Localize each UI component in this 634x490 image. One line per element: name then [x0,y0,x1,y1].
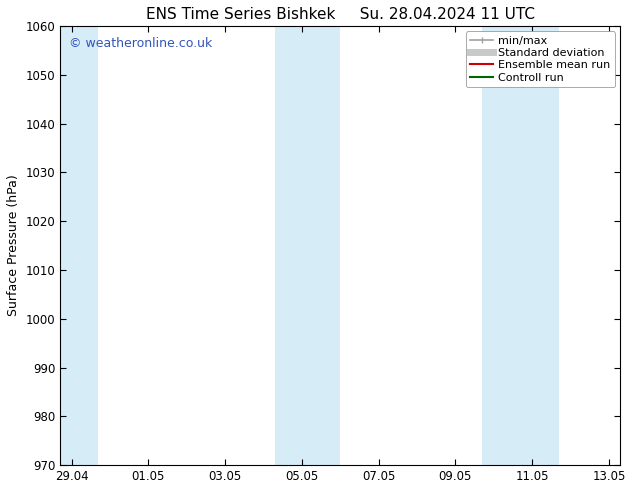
Text: © weatheronline.co.uk: © weatheronline.co.uk [68,37,212,50]
Y-axis label: Surface Pressure (hPa): Surface Pressure (hPa) [7,174,20,317]
Title: ENS Time Series Bishkek     Su. 28.04.2024 11 UTC: ENS Time Series Bishkek Su. 28.04.2024 1… [146,7,535,22]
Bar [275,26,340,465]
Legend: min/max, Standard deviation, Ensemble mean run, Controll run: min/max, Standard deviation, Ensemble me… [466,31,615,87]
Bar [60,26,98,465]
Bar [482,26,559,465]
